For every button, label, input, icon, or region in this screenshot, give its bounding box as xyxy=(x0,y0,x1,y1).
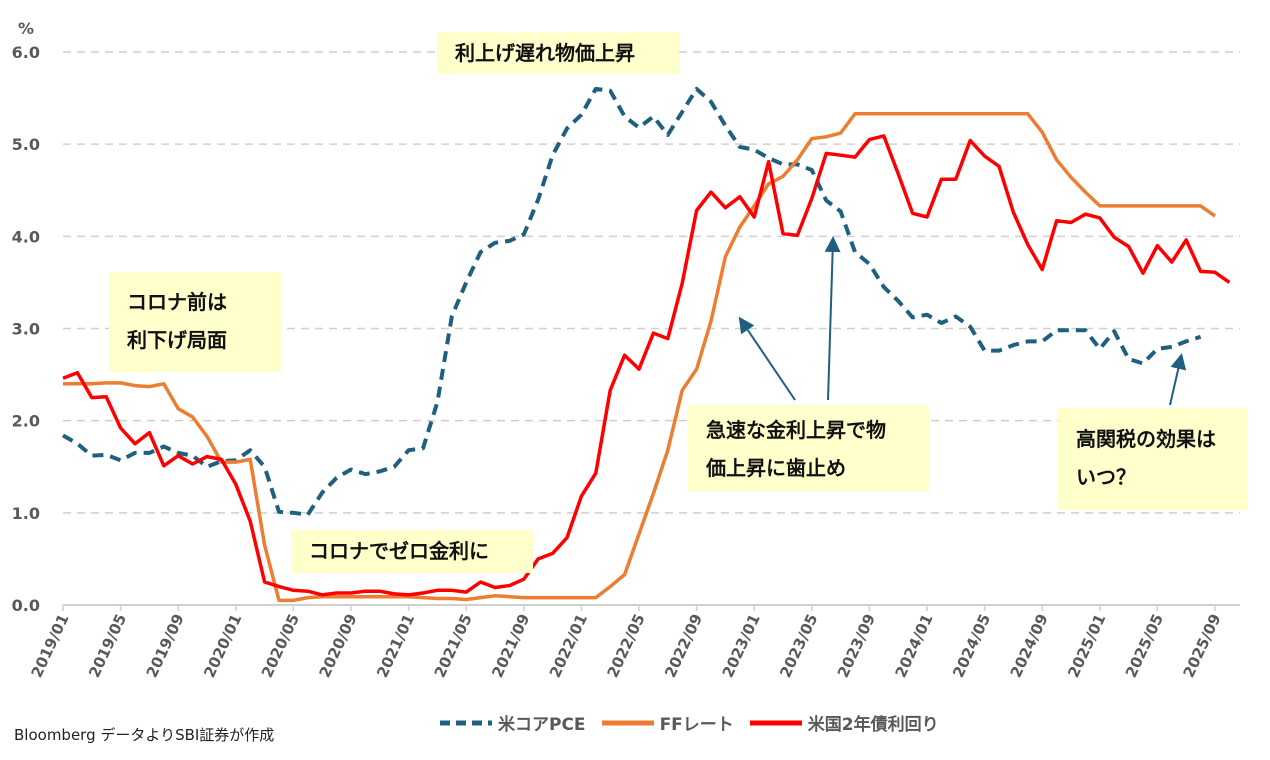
legend-label: 米コアPCE xyxy=(498,715,586,735)
x-tick-label: 2023/01 xyxy=(719,611,764,680)
legend-swatch-ff-rate xyxy=(601,720,654,725)
x-tick-label: 2025/01 xyxy=(1064,611,1109,680)
x-tick-label: 2020/09 xyxy=(316,611,361,680)
annotation-rate-hike-delay: 利上げ遅れ物価上昇 xyxy=(437,32,679,74)
y-tick-label: 5.0 xyxy=(12,135,40,154)
y-tick-label: 2.0 xyxy=(12,412,40,431)
legend-item-2y-yield: 米国2年債利回り xyxy=(748,710,939,735)
x-tick-label: 2019/09 xyxy=(143,611,188,680)
x-tick-label: 2024/05 xyxy=(949,611,994,680)
x-tick-label: 2023/09 xyxy=(834,611,879,680)
legend-swatch-core-pce xyxy=(440,720,492,725)
y-tick-label: 6.0 xyxy=(12,43,40,62)
x-tick-label: 2025/09 xyxy=(1180,611,1225,680)
annotation-pre-covid: コロナ前は 利下げ局面 xyxy=(109,272,281,372)
annotation-arrow xyxy=(738,316,796,401)
x-tick-label: 2019/05 xyxy=(85,611,130,680)
annotation-tariff: 高関税の効果は いつ？ xyxy=(1058,408,1248,510)
y-tick-label: 4.0 xyxy=(12,227,40,246)
series-line-0 xyxy=(62,86,1202,517)
x-tick-label: 2020/01 xyxy=(200,611,245,680)
series-line-1 xyxy=(63,112,1217,603)
x-tick-label: 2022/09 xyxy=(661,611,706,680)
y-unit-label: % xyxy=(18,19,34,38)
series-line-2 xyxy=(62,134,1231,597)
y-tick-label: 1.0 xyxy=(12,504,40,523)
x-tick-label: 2021/05 xyxy=(431,611,476,680)
legend-item-core-pce: 米コアPCE xyxy=(438,710,586,735)
y-tick-label: 3.0 xyxy=(12,320,40,339)
y-tick-label: 0.0 xyxy=(12,596,40,615)
x-tick-label: 2020/05 xyxy=(258,611,303,680)
x-tick-label: 2021/09 xyxy=(488,611,533,680)
x-tick-label: 2024/09 xyxy=(1007,611,1052,680)
legend: 米コアPCE FFレート 米国2年債利回り xyxy=(438,710,939,735)
annotation-arrow xyxy=(1169,353,1187,406)
legend-label: 米国2年債利回り xyxy=(807,715,939,735)
legend-label: FFレート xyxy=(659,715,734,735)
annotation-arrow xyxy=(824,236,841,401)
x-tick-label: 2022/01 xyxy=(546,611,591,680)
annotation-covid-zero-rate: コロナでゼロ金利に xyxy=(291,530,533,573)
source-note: Bloomberg データよりSBI証券が作成 xyxy=(14,726,275,744)
legend-swatch-2y-yield xyxy=(749,720,802,725)
x-tick-label: 2022/05 xyxy=(604,611,649,680)
x-tick-label: 2021/01 xyxy=(373,611,418,680)
x-tick-label: 2025/05 xyxy=(1122,611,1167,680)
annotation-rapid-hike: 急速な金利上昇で物 価上昇に歯止め xyxy=(688,405,929,492)
x-tick-label: 2024/01 xyxy=(892,611,937,680)
x-tick-label: 2019/01 xyxy=(28,611,73,680)
legend-item-ff-rate: FFレート xyxy=(600,710,734,735)
x-tick-label: 2023/05 xyxy=(776,611,821,680)
